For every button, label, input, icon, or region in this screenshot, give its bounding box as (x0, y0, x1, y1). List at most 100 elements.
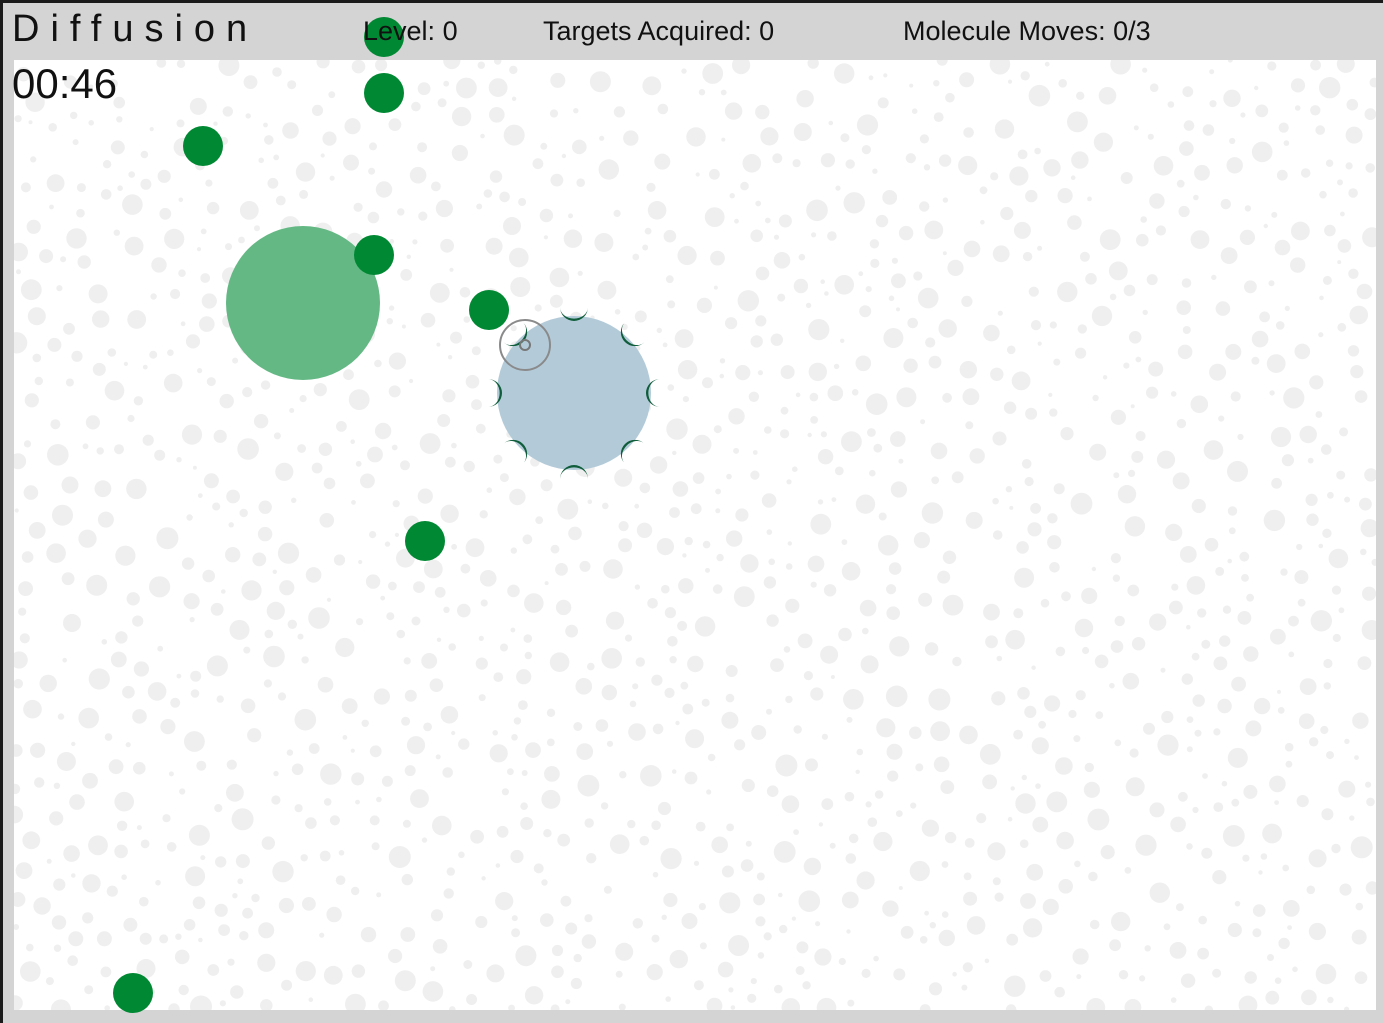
background-particle (156, 527, 179, 550)
background-particle (550, 544, 560, 554)
background-particle (34, 376, 43, 386)
background-particle (549, 652, 570, 672)
background-particle (786, 479, 792, 485)
background-particle (371, 842, 380, 851)
background-particle (449, 267, 454, 272)
background-particle (488, 78, 508, 97)
background-particle (402, 819, 411, 828)
background-particle (709, 168, 720, 180)
background-particle (550, 72, 566, 88)
background-particle (271, 795, 281, 805)
background-particle (520, 817, 534, 830)
background-particle (308, 997, 314, 1002)
background-particle (489, 744, 508, 763)
background-particle (460, 563, 471, 574)
background-particle (442, 389, 456, 403)
background-particle (1360, 519, 1376, 538)
background-particle (1351, 929, 1367, 945)
background-particle (1176, 418, 1187, 429)
background-particle (417, 142, 428, 153)
diffusion-field[interactable] (14, 60, 1376, 1010)
background-particle (613, 106, 626, 118)
background-particle (184, 731, 205, 752)
background-particle (190, 689, 200, 698)
background-particle (692, 434, 712, 454)
background-particle (19, 633, 30, 644)
background-particle (421, 653, 438, 669)
background-particle (663, 229, 677, 243)
background-particle (865, 393, 888, 416)
background-particle (858, 271, 864, 277)
background-particle (996, 655, 1003, 662)
background-particle (1144, 945, 1151, 952)
background-particle (535, 516, 544, 525)
background-particle (1209, 69, 1215, 75)
background-particle (63, 322, 75, 335)
background-particle (205, 179, 213, 187)
background-particle (178, 984, 189, 996)
background-particle (1131, 637, 1146, 651)
background-particle (699, 942, 707, 950)
background-particle (1007, 79, 1013, 84)
background-particle (115, 631, 128, 644)
background-particle (104, 733, 113, 741)
background-particle (1013, 729, 1023, 740)
background-particle (1238, 995, 1258, 1010)
background-particle (869, 239, 880, 249)
background-particle (885, 685, 908, 708)
background-particle (896, 387, 917, 408)
background-particle (1212, 968, 1222, 978)
background-particle (1274, 239, 1291, 256)
background-particle (1251, 356, 1260, 365)
background-particle (114, 791, 134, 812)
background-particle (115, 545, 136, 566)
background-particle (149, 576, 171, 598)
background-particle (882, 190, 898, 205)
background-particle (541, 879, 548, 886)
background-particle (564, 330, 573, 340)
background-particle (53, 782, 61, 789)
background-particle (838, 627, 852, 642)
background-particle (792, 466, 798, 473)
background-particle (621, 342, 627, 348)
background-particle (1024, 476, 1034, 487)
background-particle (206, 201, 220, 215)
background-particle (311, 462, 323, 474)
background-particle (961, 984, 968, 991)
background-particle (917, 287, 939, 309)
background-particle (642, 244, 649, 251)
play-area[interactable] (14, 60, 1376, 1010)
background-particle (1315, 963, 1337, 985)
background-particle (636, 522, 653, 538)
background-particle (1091, 566, 1097, 572)
background-particle (530, 457, 540, 467)
background-particle (841, 891, 859, 909)
background-particle (510, 277, 531, 297)
background-particle (516, 669, 532, 685)
background-particle (308, 607, 330, 629)
background-particle (511, 915, 518, 922)
background-particle (695, 172, 700, 177)
background-particle (959, 361, 977, 379)
background-particle (333, 554, 346, 566)
background-particle (1123, 362, 1130, 369)
background-particle (831, 497, 837, 502)
background-particle (528, 414, 542, 428)
background-particle (1309, 375, 1324, 390)
background-particle (25, 92, 45, 112)
background-particle (70, 111, 78, 120)
background-particle (951, 471, 964, 484)
background-particle (1201, 639, 1211, 649)
background-particle (1020, 71, 1030, 81)
background-particle (859, 599, 877, 617)
background-particle (304, 304, 311, 312)
background-particle (219, 1000, 226, 1007)
background-particle (176, 457, 182, 463)
background-particle (163, 373, 183, 393)
background-particle (755, 104, 770, 120)
background-particle (983, 603, 1000, 621)
background-particle (1100, 845, 1115, 860)
background-particle (128, 171, 135, 178)
background-particle (814, 948, 832, 966)
background-particle (878, 535, 899, 556)
